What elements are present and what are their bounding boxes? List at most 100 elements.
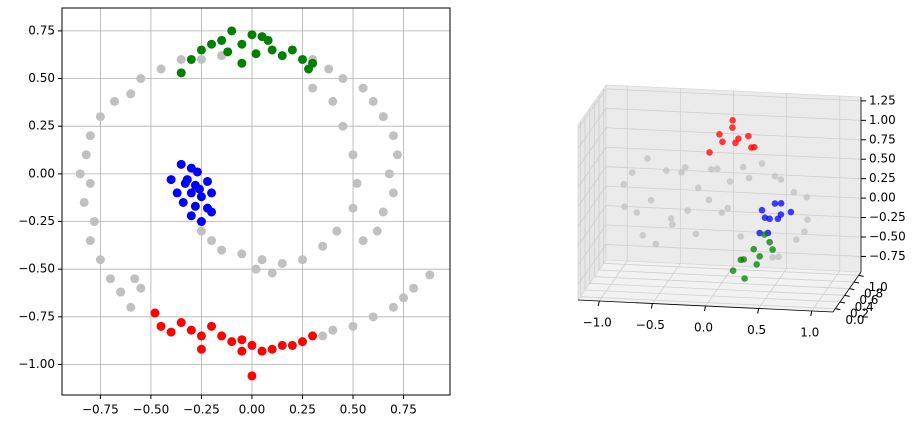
grid-line xyxy=(577,244,607,285)
point xyxy=(182,175,192,185)
z-tick-label: 1.00 xyxy=(869,113,896,127)
point xyxy=(338,121,348,131)
grid-line xyxy=(811,270,841,312)
x-tick-label: 0.5 xyxy=(747,323,766,337)
point xyxy=(308,83,318,93)
point xyxy=(678,169,685,176)
y-tick-label: 0.00 xyxy=(28,166,55,180)
point xyxy=(227,26,237,36)
point xyxy=(196,331,206,341)
point xyxy=(633,209,641,216)
point xyxy=(328,325,338,335)
point xyxy=(384,169,394,179)
point xyxy=(741,275,748,282)
point xyxy=(85,131,95,141)
point xyxy=(106,274,115,284)
point xyxy=(277,258,287,268)
y-tick-label: 0.8 xyxy=(864,287,883,301)
point xyxy=(223,47,233,57)
point xyxy=(667,215,675,222)
point xyxy=(761,231,768,238)
point xyxy=(771,200,779,207)
point xyxy=(277,340,287,350)
point xyxy=(95,255,105,265)
point xyxy=(186,325,196,335)
point xyxy=(287,340,297,350)
point xyxy=(207,188,217,198)
grid-line xyxy=(577,166,607,207)
grid-line xyxy=(598,260,628,302)
grid-line xyxy=(594,276,850,290)
grid-line xyxy=(605,205,862,218)
axes-frame xyxy=(61,7,451,396)
point xyxy=(277,51,287,61)
y-tick-label: 0.75 xyxy=(28,23,55,37)
z-tick-label: 0.00 xyxy=(869,191,896,205)
point xyxy=(75,169,85,179)
point xyxy=(639,231,647,239)
point xyxy=(425,270,435,280)
point xyxy=(706,149,713,156)
z-tick-label: 0.75 xyxy=(869,132,896,146)
y-tick-label: 0.25 xyxy=(28,119,55,133)
y-tick-label: −1.00 xyxy=(18,357,55,371)
grid-line xyxy=(577,127,607,169)
x-tick xyxy=(810,310,813,317)
point xyxy=(176,68,186,78)
point xyxy=(739,163,747,171)
point xyxy=(745,174,753,182)
point xyxy=(388,302,398,312)
point xyxy=(684,207,691,214)
point xyxy=(126,89,136,99)
point xyxy=(318,241,328,251)
point xyxy=(186,211,196,221)
point xyxy=(756,253,763,260)
point xyxy=(729,124,736,131)
x-tick-label: 0.25 xyxy=(289,403,316,417)
point xyxy=(694,184,702,192)
point xyxy=(267,268,277,278)
x-tick-label: 0.50 xyxy=(340,403,367,417)
point xyxy=(769,246,776,253)
point xyxy=(247,30,257,40)
y-tick-label: −0.25 xyxy=(18,214,55,228)
point xyxy=(692,230,700,238)
point xyxy=(110,96,120,106)
point xyxy=(196,45,206,55)
x-tick xyxy=(757,308,760,314)
point xyxy=(388,188,398,198)
point xyxy=(237,346,247,356)
point xyxy=(237,335,247,345)
z-tick-label: −0.25 xyxy=(869,210,906,224)
point xyxy=(237,39,247,49)
point xyxy=(707,166,715,173)
x-tick xyxy=(650,303,653,309)
point xyxy=(378,207,388,217)
point xyxy=(324,64,334,74)
point xyxy=(156,321,166,331)
point xyxy=(766,215,773,223)
x-tick-label: 0.00 xyxy=(239,403,266,417)
grid-line xyxy=(705,265,734,307)
point xyxy=(196,54,206,64)
point xyxy=(166,327,176,337)
point xyxy=(348,203,358,213)
point xyxy=(186,188,196,198)
point xyxy=(192,167,202,177)
point xyxy=(116,287,126,297)
point xyxy=(729,267,737,274)
point xyxy=(251,264,261,274)
point xyxy=(368,96,378,106)
z-tick-label: 1.25 xyxy=(869,93,896,107)
point xyxy=(358,83,368,93)
grid-line xyxy=(605,244,862,257)
point xyxy=(644,155,651,162)
point xyxy=(207,39,217,49)
y-tick-label: −0.50 xyxy=(18,262,55,276)
point xyxy=(186,54,196,64)
point xyxy=(196,226,206,236)
point xyxy=(769,254,776,261)
point xyxy=(718,209,726,216)
point xyxy=(392,150,402,160)
grid-line xyxy=(598,269,855,283)
